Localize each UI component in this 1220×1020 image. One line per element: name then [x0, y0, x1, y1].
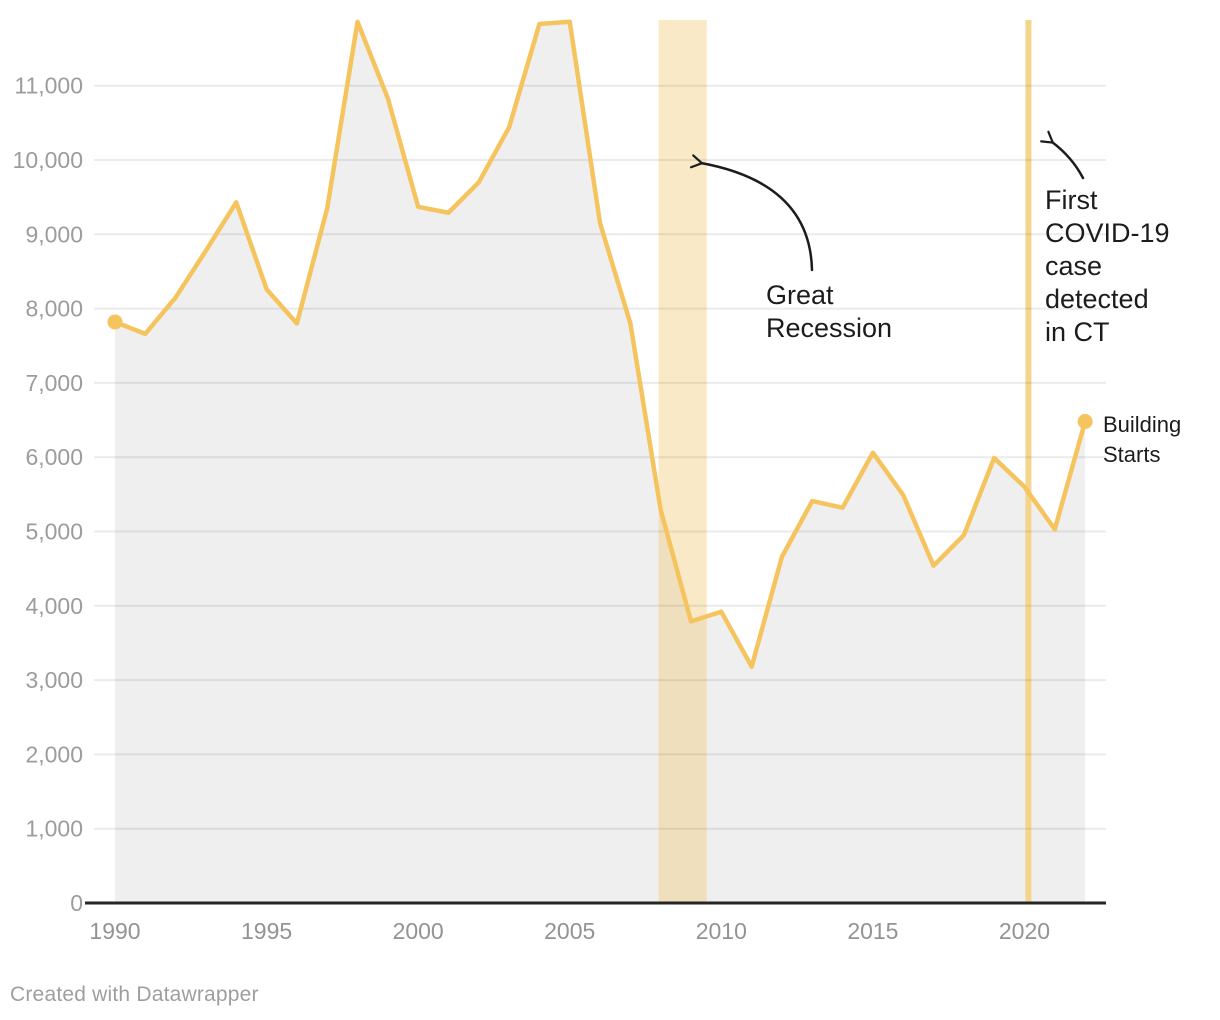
y-axis-tick-label-11000: 11,000	[14, 73, 83, 99]
building-starts-line	[112, 19, 1088, 669]
y-axis-tick-label-10000: 10,000	[13, 147, 83, 173]
y-axis-tick-label-7000: 7,000	[25, 370, 83, 396]
y-axis-tick-label-8000: 8,000	[25, 296, 83, 322]
annotation-covid-label-line-0: First	[1045, 185, 1098, 215]
y-axis-tick-label-3000: 3,000	[25, 667, 83, 693]
y-axis-tick-label-1000: 1,000	[25, 816, 83, 842]
end-dot-2022	[1077, 414, 1093, 430]
great-recession-highlight-band	[658, 20, 707, 903]
x-axis-tick-label-2015: 2015	[847, 918, 898, 944]
x-axis-tick-label-2010: 2010	[696, 918, 747, 944]
x-axis-tick-label-1995: 1995	[241, 918, 292, 944]
y-axis-tick-label-2000: 2,000	[25, 741, 83, 767]
annotation-great-recession-arrow	[689, 154, 814, 272]
x-axis-tick-label-1990: 1990	[89, 918, 140, 944]
x-axis-tick-label-2000: 2000	[393, 918, 444, 944]
start-dot-1990	[107, 314, 123, 330]
y-axis-tick-label-5000: 5,000	[25, 519, 83, 545]
annotation-covid-label-line-2: case	[1045, 251, 1102, 281]
annotation-great-recession-label: Great Recession	[766, 280, 892, 343]
annotation-covid-label-line-1: COVID-19	[1045, 218, 1170, 248]
annotation-great-recession-label-line-1: Recession	[766, 313, 892, 343]
series-label-building-starts-line-1: Starts	[1103, 442, 1160, 467]
area-fill	[115, 21, 1086, 903]
annotation-covid-arrow	[1040, 130, 1085, 180]
annotation-covid-label-line-3: detected	[1045, 284, 1149, 314]
x-axis-tick-label-2020: 2020	[999, 918, 1050, 944]
series-label-building-starts: Building Starts	[1103, 412, 1181, 467]
datawrapper-credit-link[interactable]: Created with Datawrapper	[10, 983, 259, 1006]
covid-event-line	[1025, 20, 1032, 903]
annotation-covid-label: First COVID-19 case detected in CT	[1045, 185, 1170, 347]
series-label-building-starts-line-0: Building	[1103, 412, 1181, 437]
y-axis-tick-label-9000: 9,000	[25, 221, 83, 247]
y-axis-tick-label-4000: 4,000	[25, 593, 83, 619]
building-starts-area-chart: 0 1,000 2,000 3,000 4,000 5,000 6,000 7,000 8,00…	[13, 19, 1181, 944]
y-axis-tick-label-0: 0	[70, 890, 83, 916]
y-axis-tick-label-6000: 6,000	[25, 444, 83, 470]
annotation-great-recession-label-line-0: Great	[766, 280, 834, 310]
x-axis-tick-label-2005: 2005	[544, 918, 595, 944]
annotation-covid-label-line-4: in CT	[1045, 317, 1110, 347]
